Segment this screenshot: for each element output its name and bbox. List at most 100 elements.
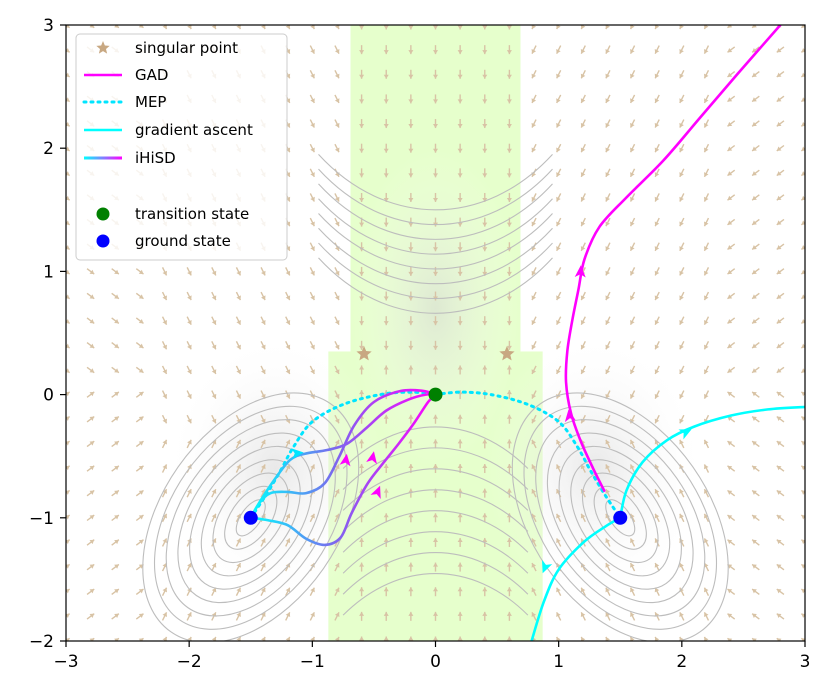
field-arrow: [751, 95, 760, 103]
field-arrow: [751, 366, 760, 374]
field-arrow: [285, 340, 291, 350]
field-arrow: [334, 316, 340, 326]
field-arrow: [629, 340, 636, 350]
field-arrow: [433, 439, 438, 449]
field-arrow: [727, 144, 736, 152]
contour-line: [318, 183, 553, 240]
legend-box: [75, 33, 288, 261]
field-arrow: [433, 119, 438, 129]
field-arrow: [703, 25, 709, 30]
field-arrow: [506, 611, 512, 621]
field-arrow: [556, 340, 562, 350]
field-arrow: [285, 464, 291, 473]
field-arrow: [66, 613, 71, 619]
field-arrow: [506, 45, 512, 55]
field-arrow: [114, 25, 120, 29]
field-arrow: [161, 414, 168, 424]
field-arrow: [66, 489, 71, 495]
field-arrow: [309, 242, 315, 252]
field-arrow: [556, 267, 562, 276]
contour-line: [593, 485, 647, 550]
field-arrow: [457, 340, 463, 350]
field-arrow: [457, 587, 463, 597]
field-arrow: [161, 587, 168, 597]
field-arrow: [679, 217, 685, 227]
field-arrow: [383, 414, 389, 424]
legend-item-ascent: gradient ascent: [84, 121, 253, 139]
field-arrow: [776, 613, 785, 620]
field-arrow: [727, 194, 736, 201]
contour-line: [318, 242, 553, 300]
field-arrow: [556, 143, 562, 153]
field-arrow: [654, 242, 660, 252]
field-arrow: [580, 291, 586, 301]
field-arrow: [800, 391, 805, 397]
field-arrow: [703, 612, 710, 621]
field-arrow: [135, 292, 144, 300]
trajectory-ihisd-lower: [249, 393, 437, 547]
field-arrow: [800, 294, 805, 300]
field-arrow: [751, 489, 760, 497]
field-arrow: [506, 464, 512, 474]
field-arrow: [629, 612, 636, 621]
field-arrow: [703, 217, 710, 227]
field-arrow: [161, 464, 168, 473]
field-arrow: [776, 588, 785, 595]
field-arrow: [580, 365, 586, 375]
field-arrow: [800, 368, 805, 374]
field-arrow: [556, 25, 561, 30]
field-arrow: [776, 169, 785, 177]
field-arrow: [211, 636, 217, 641]
field-arrow: [359, 464, 365, 474]
field-arrow: [679, 119, 685, 128]
contour-line: [342, 552, 529, 595]
field-arrow: [359, 192, 365, 202]
shading-blob: [349, 148, 522, 469]
field-arrow: [580, 193, 586, 202]
field-arrow: [285, 316, 291, 326]
field-arrow: [556, 168, 562, 178]
contour-line: [570, 459, 671, 577]
field-arrow: [482, 316, 488, 326]
field-arrow: [482, 636, 488, 641]
field-arrow: [359, 587, 365, 597]
field-arrow: [531, 94, 537, 104]
field-arrow: [679, 439, 685, 449]
field-arrow: [679, 143, 685, 153]
field-arrow: [408, 94, 414, 104]
contour-line: [535, 419, 706, 617]
field-arrow: [605, 439, 611, 449]
field-arrow: [111, 563, 120, 571]
field-arrow: [408, 414, 414, 424]
contour-line: [342, 468, 529, 511]
field-arrow: [187, 25, 192, 30]
field-arrow: [654, 217, 660, 227]
field-arrow: [556, 119, 562, 128]
field-arrow: [800, 245, 805, 251]
x-tick-label: 2: [676, 652, 687, 672]
field-arrow: [260, 439, 266, 449]
field-arrow: [703, 45, 710, 54]
field-arrow: [556, 439, 562, 449]
legend-label: MEP: [135, 93, 166, 111]
field-arrow: [751, 539, 760, 546]
field-arrow: [531, 562, 537, 572]
field-arrow: [605, 69, 611, 79]
field-arrow: [309, 119, 315, 128]
field-arrow: [531, 340, 537, 350]
field-arrow: [433, 69, 438, 79]
field-arrow: [751, 169, 760, 177]
trajectory-mep-left: [249, 390, 437, 520]
field-arrow: [531, 316, 537, 326]
field-arrow: [334, 69, 340, 79]
field-arrow: [383, 25, 389, 30]
field-arrow: [482, 365, 488, 375]
field-arrow: [556, 513, 562, 523]
field-arrow: [654, 291, 660, 301]
field-arrow: [66, 121, 71, 127]
field-arrow: [162, 636, 168, 641]
field-arrow: [605, 119, 611, 128]
trajectory-arrowhead: [366, 451, 377, 465]
field-arrow: [800, 25, 805, 29]
field-arrow: [457, 242, 463, 252]
